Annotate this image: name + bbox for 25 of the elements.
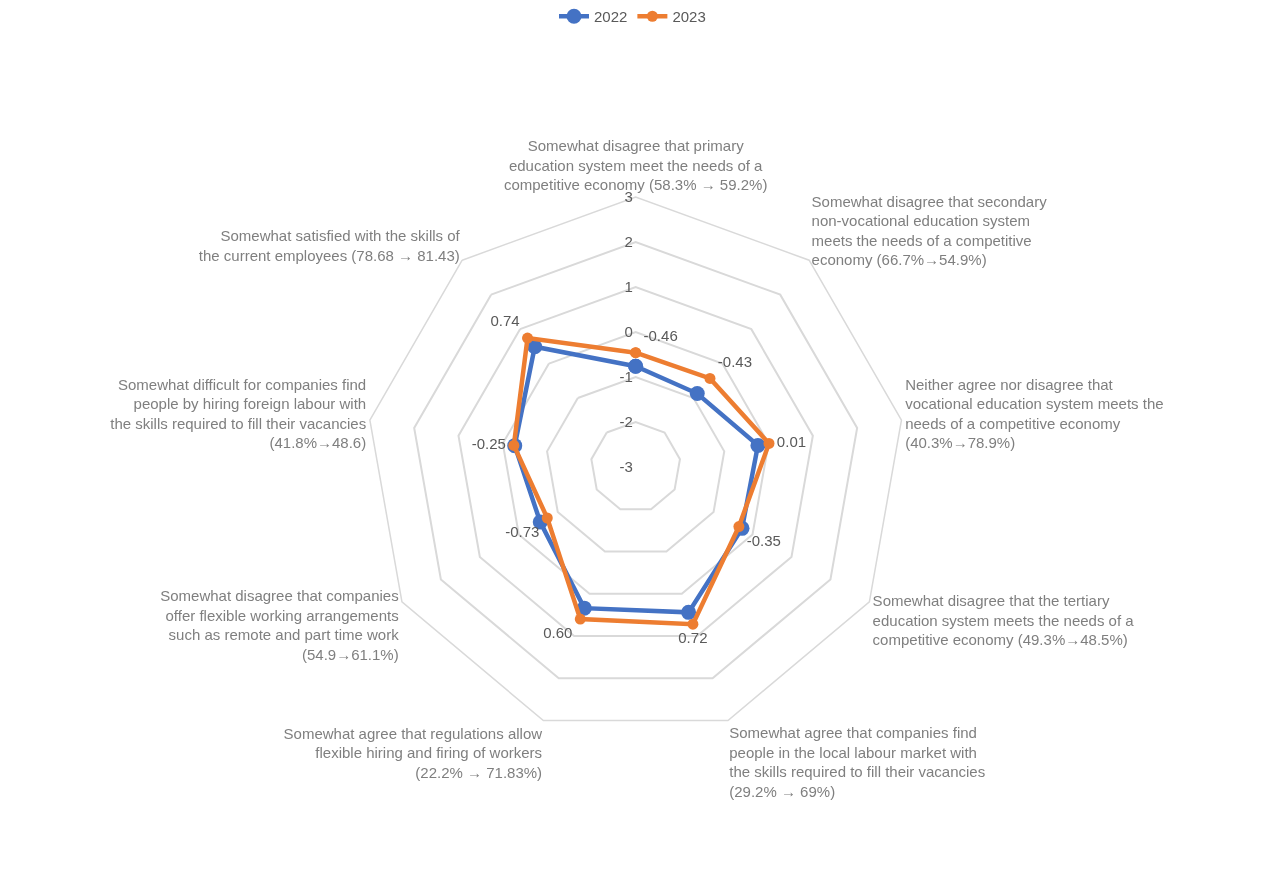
spoke-label: Somewhat disagree that secondary non-vocational education system meets the needs of a competitive economy (66.7%→54.9%): [811, 192, 1048, 269]
spoke-label: Somewhat disagree that companies offer flexible working arrangements such as remote and part time work (54.9→61.1%): [160, 587, 400, 663]
data-label: -0.46: [643, 327, 678, 345]
spoke-label: Somewhat satisfied with the skills of the current employees (78.68 → 81.43): [198, 227, 461, 264]
spoke-label: Somewhat agree that regulations allow flexible hiring and firing of workers (22.2% → 71.83%): [283, 724, 543, 781]
data-label: -0.73: [505, 523, 540, 541]
data-label: -0.25: [471, 435, 506, 453]
y-tick-label: -2: [619, 412, 633, 430]
data-label: 0.74: [490, 312, 520, 330]
data-label: 0.72: [678, 629, 708, 647]
data-label: -0.43: [717, 352, 753, 370]
y-tick-label: 1: [624, 277, 633, 295]
legend-label: 2023: [672, 8, 706, 26]
y-tick-label: 2: [624, 232, 633, 250]
data-label: 0.01: [776, 433, 807, 451]
y-tick-label: 0: [624, 322, 633, 340]
spoke-label: Somewhat agree that companies find people in the local labour market with the skills required to fill their vacancies (29.2% → 69%): [729, 724, 986, 800]
legend-label: 2022: [594, 8, 628, 26]
data-label: 0.60: [543, 624, 573, 642]
spoke-label: Somewhat disagree that the tertiary education system meets the needs of a competitive economy (49.3%→48.5%): [872, 592, 1135, 649]
spoke-label: Neither agree nor disagree that vocational education system meets the needs of a competitive economy (40.3%→78.9%): [905, 375, 1164, 452]
spoke-label: Somewhat difficult for companies find people by hiring foreign labour with the skills required to fill their vacancies (41.8%→48.6): [110, 375, 367, 452]
y-tick-label: -3: [619, 457, 633, 475]
y-tick-label: -1: [619, 367, 633, 385]
data-label: -0.35: [746, 531, 781, 549]
